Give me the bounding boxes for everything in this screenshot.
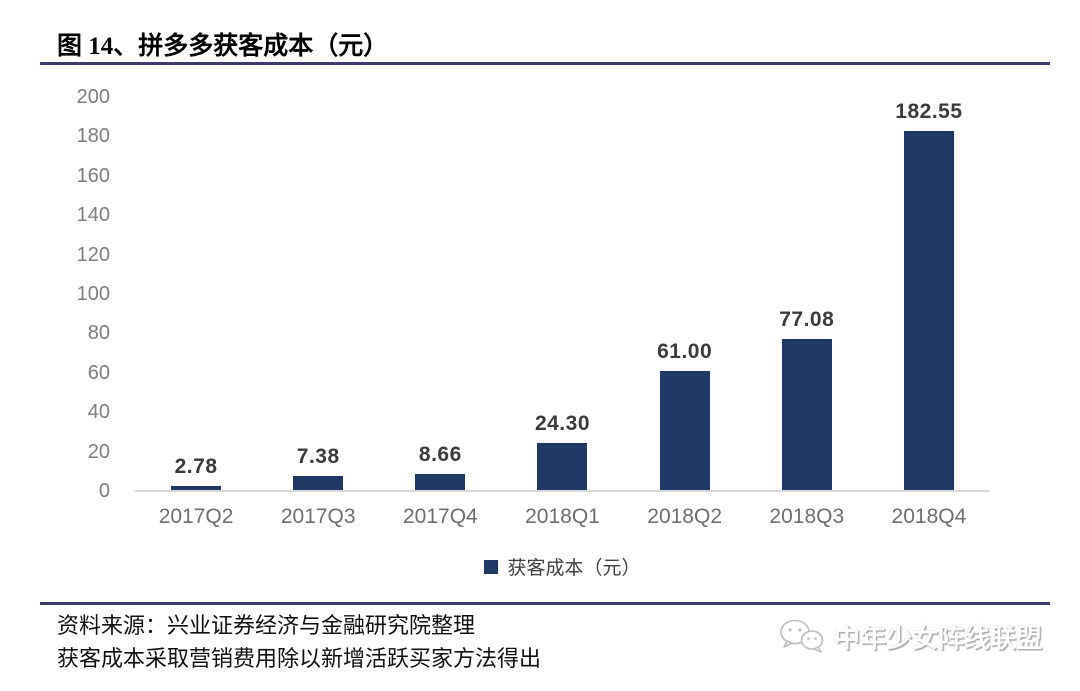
footer-notes: 资料来源：兴业证券经济与金融研究院整理 获客成本采取营销费用除以新增活跃买家方法… <box>57 609 541 675</box>
x-axis-tick-label: 2018Q1 <box>525 505 600 528</box>
x-axis-tick-label: 2017Q2 <box>158 505 234 528</box>
y-axis-tick-label: 0 <box>98 480 110 502</box>
legend-swatch <box>484 559 499 574</box>
y-axis-tick-label: 180 <box>76 125 110 148</box>
bar-column: 2.78 <box>135 97 257 491</box>
bar <box>537 443 588 491</box>
x-axis-tick-label: 2018Q2 <box>647 505 722 528</box>
x-axis-line <box>135 490 990 492</box>
watermark: 中年少女阵线联盟 <box>778 616 1042 656</box>
y-axis-tick-label: 140 <box>76 204 110 227</box>
bar-column: 182.55 <box>868 97 990 491</box>
y-axis-tick-label: 200 <box>76 86 110 108</box>
x-axis-tick-label: 2017Q4 <box>402 505 478 528</box>
bar <box>293 476 344 491</box>
title-divider <box>40 62 1050 65</box>
bar <box>171 485 222 491</box>
watermark-label: 中年少女阵线联盟 <box>834 622 1043 653</box>
x-axis: 2017Q2 2017Q3 2017Q4 2018Q1 2018Q2 2018Q3 2018… <box>135 505 990 533</box>
wechat-icon <box>780 619 824 653</box>
legend-label: 获客成本（元） <box>507 558 641 579</box>
x-axis-tick-label: 2018Q3 <box>769 505 845 528</box>
bar-column: 61.00 <box>624 97 746 491</box>
bar <box>415 473 466 491</box>
x-axis-tick-label: 2017Q3 <box>280 505 356 528</box>
bar-column: 77.08 <box>746 97 868 491</box>
bar-plot-area: 2.78 7.38 8.66 24.30 61.00 77.08 182.55 <box>135 97 990 491</box>
bar-column: 24.30 <box>501 97 623 491</box>
footer-divider <box>40 602 1050 605</box>
bar-value-label: 2.78 <box>174 454 218 478</box>
chart-legend: 获客成本（元） <box>135 553 990 580</box>
y-axis-tick-label: 120 <box>76 243 110 266</box>
bar-value-label: 61.00 <box>657 339 713 363</box>
source-note: 资料来源：兴业证券经济与金融研究院整理 <box>57 613 476 638</box>
method-note: 获客成本采取营销费用除以新增活跃买家方法得出 <box>57 646 542 671</box>
bar <box>659 370 710 491</box>
bar-column: 7.38 <box>257 97 379 491</box>
y-axis-tick-label: 80 <box>87 322 110 345</box>
y-axis-tick-label: 20 <box>87 440 110 463</box>
bar <box>903 131 954 491</box>
y-axis-tick-label: 40 <box>87 401 110 424</box>
y-axis-tick-label: 100 <box>76 283 110 305</box>
bar-value-label: 77.08 <box>779 308 835 332</box>
bar-column: 8.66 <box>379 97 501 491</box>
x-axis-tick-label: 2018Q4 <box>891 505 967 528</box>
y-axis-tick-label: 60 <box>87 361 110 384</box>
bar-value-label: 182.55 <box>895 100 963 124</box>
y-axis-tick-label: 160 <box>76 164 110 187</box>
bar-value-label: 7.38 <box>296 445 340 469</box>
bar <box>781 339 832 491</box>
chart-title: 图 14、拼多多获客成本（元） <box>57 33 389 60</box>
bar-value-label: 8.66 <box>418 442 462 466</box>
bar-value-label: 24.30 <box>534 412 591 436</box>
